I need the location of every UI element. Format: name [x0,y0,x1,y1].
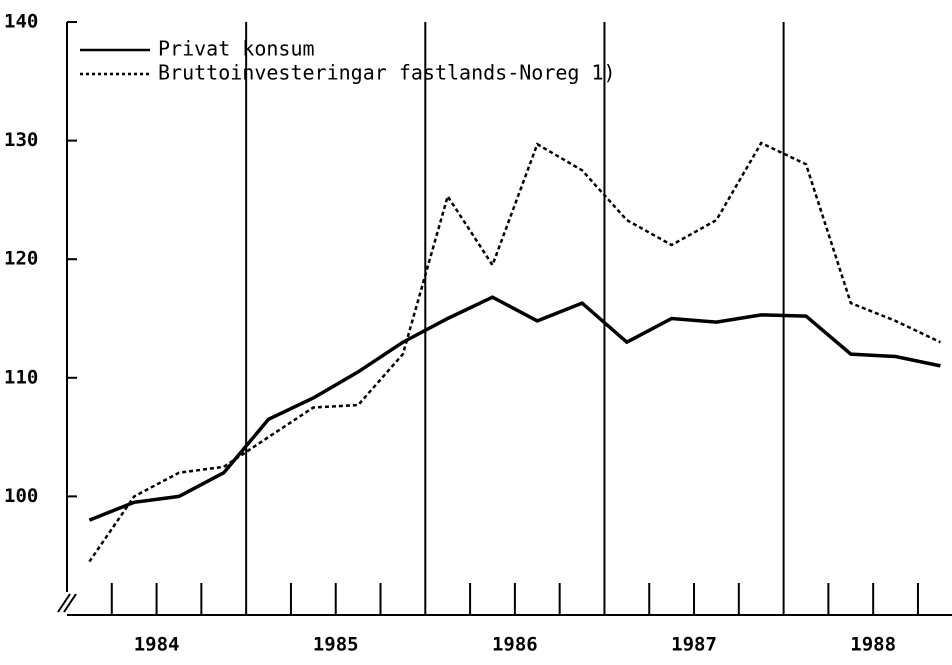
x-tick-label: 1987 [671,634,717,656]
y-tick-label: 120 [4,248,38,270]
x-tick-label: 1988 [850,634,896,656]
x-tick-label: 1984 [134,634,180,656]
x-tick-label: 1985 [313,634,359,656]
series-line [88,141,941,563]
legend-label: Privat konsum [158,37,315,61]
legend-label: Bruttoinvesteringar fastlands-Noreg 1) [158,61,616,85]
series-line [88,295,941,522]
y-tick-label: 130 [4,129,38,151]
x-tick-label: 1986 [492,634,538,656]
y-tick-label: 110 [4,366,38,388]
axis-break [57,593,77,613]
y-tick-label: 100 [4,485,38,507]
y-tick-label: 140 [4,11,38,33]
